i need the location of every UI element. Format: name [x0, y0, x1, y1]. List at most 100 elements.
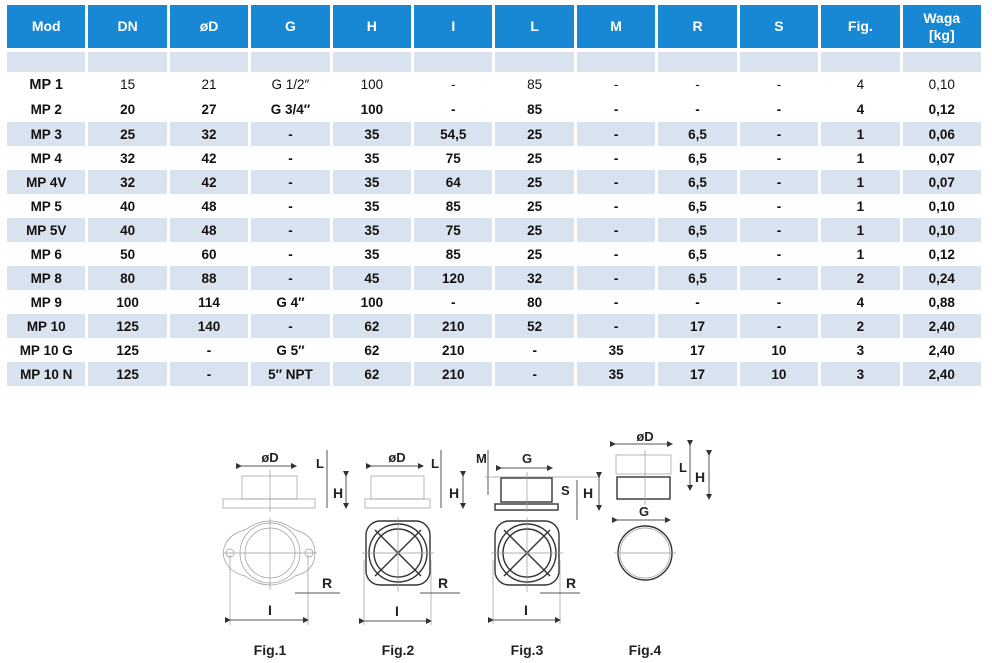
table-cell: - — [739, 122, 819, 146]
table-cell: 15 — [120, 77, 136, 92]
model-cell: MP 2 — [30, 102, 62, 117]
dim-label-g: G — [639, 504, 649, 519]
table-cell: 140 — [169, 314, 249, 338]
table-cell: 2,40 — [902, 314, 981, 338]
table-cell: 85 — [527, 77, 543, 92]
table-row: MP 8 80 88-45 120 32-6,5-2 0,24 — [7, 266, 981, 290]
table-cell: 80 — [527, 294, 543, 310]
table-cell: - — [613, 198, 619, 214]
table-cell: 210 — [414, 314, 493, 338]
table-cell: 0,06 — [902, 122, 981, 146]
table-cell: - — [288, 246, 293, 262]
table-cell: 45 — [332, 266, 412, 290]
table-row: MP 6 50 60 - 35 85 25 - 6,5 - 1 0,12 — [7, 242, 981, 266]
blank-cell — [739, 52, 819, 72]
table-cell: 6,5 — [688, 150, 707, 166]
table-cell: 80 — [88, 266, 167, 290]
table-cell: 35 — [364, 198, 380, 214]
table-cell: 35 — [608, 342, 624, 358]
table-cell: - — [251, 218, 330, 242]
table-cell: - — [776, 198, 782, 214]
table-cell: 35 — [364, 150, 380, 166]
table-cell: 100 — [360, 77, 384, 92]
column-header: R — [658, 5, 737, 48]
dim-label-m: M — [476, 451, 487, 466]
table-cell: 21 — [201, 77, 217, 92]
table-cell: 10 — [739, 362, 819, 386]
blank-cell — [902, 52, 981, 72]
model-cell: MP 3 — [7, 122, 86, 146]
table-row: MP 10 N 125-5″ NPT 62 210-35 17 10 3 2,40 — [7, 362, 981, 386]
table-cell: 32 — [120, 150, 136, 166]
table-cell: 25 — [495, 170, 574, 194]
table-cell: 35 — [332, 218, 412, 242]
column-header: DN — [88, 5, 167, 48]
table-cell: - — [613, 77, 619, 92]
table-cell: 2 — [821, 266, 900, 290]
table-cell: - — [613, 246, 619, 262]
model-cell: MP 10 N — [7, 362, 86, 386]
table-cell: - — [251, 266, 330, 290]
table-cell: 60 — [201, 246, 217, 262]
table-cell: 25 — [495, 218, 574, 242]
table-cell: 0,10 — [928, 198, 955, 214]
model-cell: MP 6 — [30, 246, 62, 262]
model-cell: MP 9 — [30, 294, 62, 310]
table-cell: 40 — [88, 218, 167, 242]
blank-cell — [821, 52, 900, 72]
model-cell: MP 5 — [30, 198, 62, 214]
table-cell: - — [576, 266, 656, 290]
table-cell: 100 — [360, 294, 384, 310]
table-cell: 100 — [360, 102, 384, 117]
table-cell: 17 — [658, 314, 737, 338]
table-cell: 0,24 — [902, 266, 981, 290]
figure-2-caption: Fig.2 — [382, 642, 415, 658]
dim-label-l: L — [431, 456, 439, 471]
table-cell: 62 — [364, 342, 380, 358]
column-header: L — [495, 5, 574, 48]
table-cell: - — [739, 170, 819, 194]
dim-label-h: H — [449, 485, 459, 501]
table-cell: 3 — [856, 342, 865, 358]
table-cell: 25 — [527, 198, 543, 214]
table-cell: 64 — [414, 170, 493, 194]
table-cell: 6,5 — [688, 198, 707, 214]
blank-cell — [576, 52, 656, 72]
table-row: MP 9 100 114 G 4″ 100 - 80 - - - 4 0,88 — [7, 290, 981, 314]
table-cell: 1 — [856, 246, 865, 262]
table-cell: 210 — [414, 362, 493, 386]
table-cell: 48 — [201, 198, 217, 214]
table-cell: 35 — [332, 170, 412, 194]
dimensions-table: Mod DN øD G H I L M R S Fig. Waga [kg] MP 1 15 21 G 1/… — [7, 5, 981, 386]
blank-cell — [251, 52, 330, 72]
table-cell: - — [288, 198, 293, 214]
figure-1-caption: Fig.1 — [254, 642, 287, 658]
table-cell: 85 — [445, 198, 461, 214]
table-cell: 85 — [445, 246, 461, 262]
table-row: MP 10 125 140-62 210 52-17-2 2,40 — [7, 314, 981, 338]
table-cell: - — [776, 77, 782, 92]
dim-label-h: H — [583, 485, 593, 501]
table-cell: - — [251, 170, 330, 194]
table-row: MP 2 20 27 G 3/4″ 100 - 85 - - - 4 0,12 — [7, 97, 981, 122]
table-cell: 4 — [856, 77, 865, 92]
table-cell: 32 — [169, 122, 249, 146]
table-cell: 25 — [88, 122, 167, 146]
column-header: I — [414, 5, 493, 48]
table-cell: - — [739, 314, 819, 338]
table-cell: - — [451, 294, 456, 310]
table-cell: 1 — [821, 122, 900, 146]
table-cell: 35 — [364, 246, 380, 262]
table-cell: 100 — [116, 294, 139, 310]
blank-cell — [88, 52, 167, 72]
table-cell: 6,5 — [688, 246, 707, 262]
table-cell: 75 — [414, 218, 493, 242]
table-cell: 10 — [771, 342, 787, 358]
table-cell: 2,40 — [902, 362, 981, 386]
dim-label-od: øD — [388, 450, 405, 465]
table-cell: - — [495, 362, 574, 386]
table-cell: 2,40 — [928, 342, 955, 358]
figure-4-drawing: øD L H G Fig.4 — [610, 429, 712, 658]
table-cell: 48 — [169, 218, 249, 242]
